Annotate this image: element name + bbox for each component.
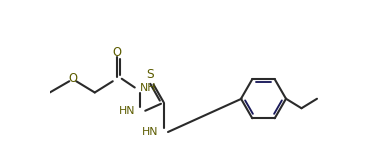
Text: NH: NH — [140, 83, 157, 93]
Text: S: S — [146, 68, 154, 81]
Text: O: O — [113, 46, 122, 60]
Text: O: O — [68, 72, 77, 84]
Text: HN: HN — [142, 127, 159, 137]
Text: HN: HN — [119, 106, 136, 116]
